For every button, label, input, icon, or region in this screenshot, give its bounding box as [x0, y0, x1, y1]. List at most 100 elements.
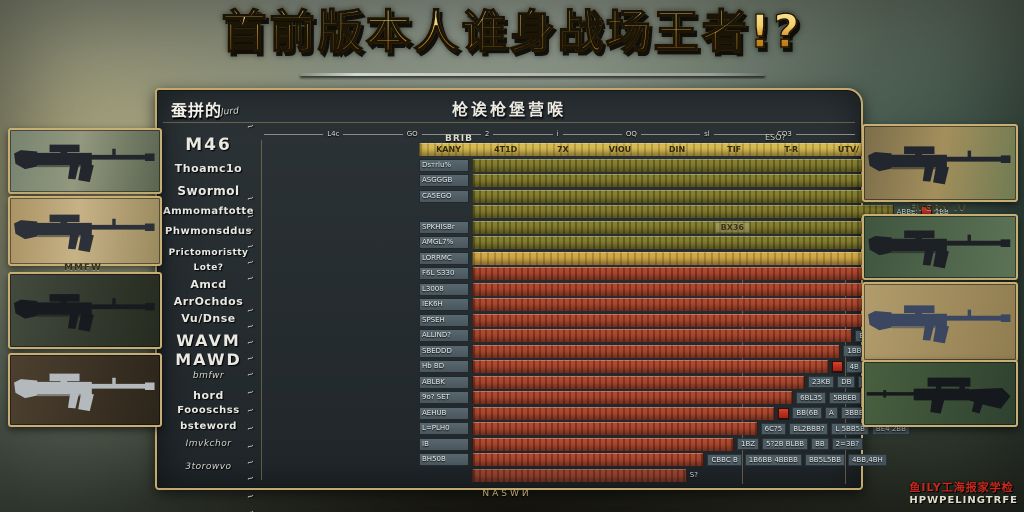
ruler-segment	[713, 133, 773, 135]
weapon-card	[862, 124, 1018, 202]
weapon-card	[862, 360, 1018, 427]
stat-bar: BX36	[472, 220, 906, 234]
ruler-tick-label: CO3	[776, 130, 792, 138]
stat-bar	[472, 251, 935, 265]
sidebar-label: M46	[185, 135, 232, 155]
weapon-card	[8, 128, 162, 194]
stat-bar	[472, 298, 882, 311]
ruler-tick-label: 2	[484, 130, 490, 138]
stat-bar	[472, 205, 894, 218]
sidebar-label: 3torowvo	[185, 462, 232, 472]
sidebar-label: Ammomaftotte	[163, 206, 254, 217]
sidebar-label: hord	[193, 389, 224, 402]
ruler-segment	[795, 133, 856, 135]
rifle-icon	[864, 126, 1016, 200]
header-cell: 4T1D	[494, 145, 518, 154]
row-label-chip: LORRMC	[419, 251, 469, 265]
stat-bar	[472, 406, 776, 420]
row-label-chip: L3008	[419, 282, 469, 296]
value-chip: 2=3B?	[831, 438, 863, 450]
panel-title: 枪诶枪堡营喉	[451, 100, 566, 119]
row-note: S?	[689, 471, 698, 479]
ruler-tick-label: sl	[704, 130, 710, 138]
stat-bar	[472, 468, 687, 482]
sidebar-label: Prictomoristty	[168, 248, 249, 258]
row-label-chip: SBEDDD	[419, 344, 469, 358]
row-label-chip: 9o? SET	[419, 391, 469, 404]
table-row: S?	[419, 468, 1010, 482]
row-label-chip: AMGL7%	[419, 236, 469, 249]
stat-bar	[472, 282, 888, 296]
ruler-segment	[421, 133, 481, 135]
value-chip: 1BZ	[737, 438, 760, 450]
row-note: 1BB	[934, 207, 949, 216]
value-chip: 23KB	[807, 376, 835, 388]
value-chip: BB	[811, 438, 829, 450]
ruler-tick-label: GO	[406, 130, 418, 138]
header-cell: T-R	[784, 145, 799, 154]
ruler-tick-label: OQ	[625, 130, 637, 138]
table-left-rule	[261, 140, 262, 480]
sidebar-label: bmfwr	[192, 371, 225, 381]
ruler-tick-label: i	[556, 130, 559, 138]
row-label-chip: ALLIND?	[419, 329, 469, 342]
sidebar-label: WAVM	[176, 331, 241, 350]
header-cell: 7X	[556, 145, 569, 154]
sniper-icon	[864, 362, 1016, 425]
table-row: Dsтrlu%ABJB: 9BC5BB1K3	[419, 158, 1010, 172]
header-cell: DIN	[668, 145, 686, 154]
watermark-line2: HPWPELINGTRFE	[909, 494, 1018, 506]
scale-ruler: L4c GO 2 i OQ sl CO3	[264, 129, 856, 139]
value-chip: 4BB,4BH	[848, 453, 887, 466]
tick-mark-icon: ~	[246, 473, 257, 485]
header-cell: KANY	[436, 145, 461, 154]
stat-bar	[472, 453, 705, 466]
title-underline	[300, 73, 765, 76]
sidebar-label: Lote?	[193, 263, 224, 273]
value-chip: 1B6BB 4BBBB	[744, 453, 802, 466]
sidebar-label: Foooschss	[177, 405, 240, 416]
value-chip: 6C?5	[760, 422, 787, 435]
bar-center-chip: BX36	[714, 221, 750, 233]
tick-mark-icon: ~	[246, 121, 257, 133]
row-label-chip: IEK6H	[419, 298, 469, 311]
row-note: ABBE:	[896, 207, 918, 216]
row-label-chip: BH50B	[419, 453, 469, 466]
value-chip: BB(6B	[792, 407, 822, 419]
red-marker-icon	[778, 407, 790, 419]
table-row: L=PLH0 6C?5 BL2BBB? L 5BB5B BE4 2BB	[419, 422, 1010, 435]
value-chip: 4B	[845, 360, 863, 373]
stat-bar	[472, 313, 870, 327]
panel-footer-text: NASWИ	[482, 489, 532, 499]
weapon-card	[862, 282, 1018, 362]
scale-right-label: ESO?	[765, 133, 786, 142]
sidebar-label: MAWD	[175, 350, 242, 369]
weapon-card	[8, 353, 162, 427]
ruler-segment	[562, 133, 622, 135]
weapon-card	[862, 214, 1018, 280]
stat-bar	[472, 174, 888, 187]
row-label-chip: ASGGGB	[419, 174, 469, 187]
row-label-chip: CA5EGO	[419, 189, 469, 203]
row-label-chip: IB	[419, 437, 469, 451]
stat-bar	[472, 189, 882, 203]
panel-corner-label: 蚕拼的	[171, 101, 223, 120]
stat-bar	[472, 329, 853, 342]
row-label-chip: F6L S330	[419, 267, 469, 280]
weapon-card-label: EVGRN IV	[909, 203, 967, 213]
red-marker-icon	[831, 361, 843, 372]
value-chip: 5?2B BLBB	[762, 438, 809, 450]
ruler-tick-label: L4c	[327, 130, 340, 138]
rifle-icon	[10, 355, 160, 425]
value-chip: BB5L5BB	[804, 453, 846, 466]
sidebar-label: ArrOchdos	[173, 295, 244, 308]
ruler-segment	[640, 133, 701, 135]
scale-center-label: BRIB	[445, 134, 473, 144]
rifle-icon	[10, 130, 160, 192]
value-chip: 5BBEB	[829, 391, 861, 404]
sidebar-label: bsteword	[180, 421, 237, 432]
